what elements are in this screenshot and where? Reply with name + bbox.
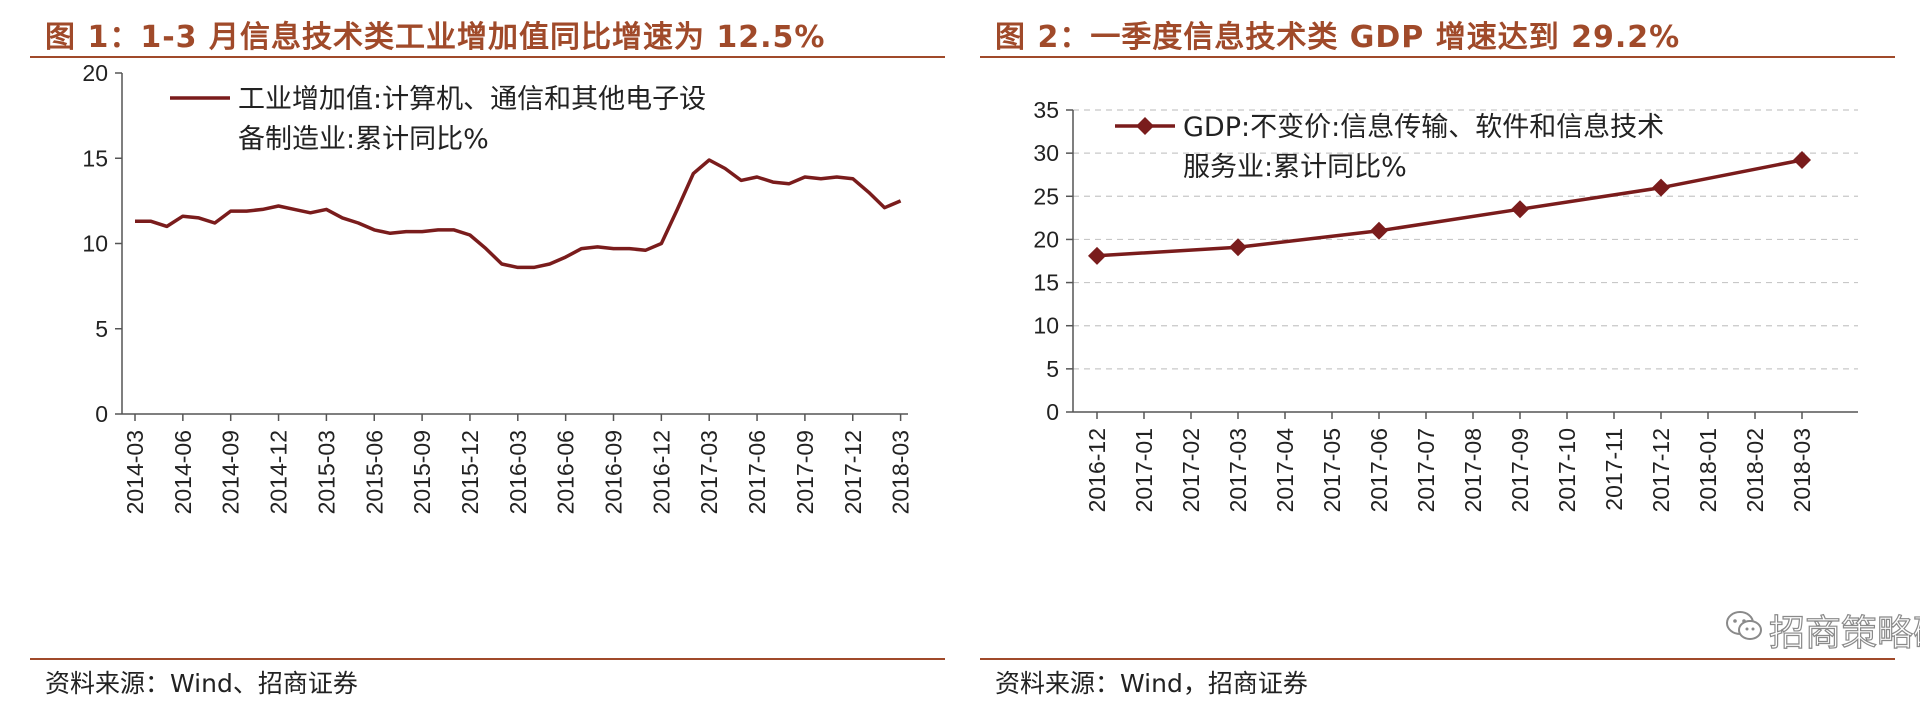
y-tick-label: 0: [95, 401, 108, 427]
x-tick-label: 2017-06: [1366, 428, 1392, 512]
x-tick-label: 2017-07: [1413, 428, 1439, 512]
chart-panel-2: 图 2：一季度信息技术类 GDP 增速达到 29.2% 0 5 10 15 20 25 30…: [980, 0, 1920, 721]
x-tick-label: 2014-06: [170, 430, 196, 514]
chart-2-source: 资料来源：Wind，招商证券: [995, 669, 1308, 698]
x-tick-label: 2017-10: [1554, 428, 1580, 512]
x-tick-label: 2018-02: [1742, 428, 1768, 512]
data-point: [1229, 238, 1247, 257]
legend-label: 备制造业:累计同比%: [238, 124, 489, 155]
x-tick-label: 2017-04: [1272, 428, 1298, 513]
legend-label: GDP:不变价:信息传输、软件和信息技术: [1183, 112, 1664, 143]
x-tick-label: 2017-06: [744, 430, 770, 514]
chart-2-title: 图 2：一季度信息技术类 GDP 增速达到 29.2%: [995, 20, 1681, 55]
legend-label: 工业增加值:计算机、通信和其他电子设: [238, 84, 706, 115]
x-tick-label: 2015-09: [409, 430, 435, 514]
x-tick-label: 2017-02: [1178, 428, 1204, 512]
x-tick-label: 2017-09: [1507, 428, 1533, 512]
y-tick-label: 10: [82, 231, 108, 257]
x-tick-label: 2017-12: [840, 430, 866, 514]
x-tick-label: 2016-12: [1084, 428, 1110, 512]
legend-label: 服务业:累计同比%: [1183, 152, 1407, 183]
source-rule: [30, 658, 945, 660]
x-tick-label: 2014-03: [122, 430, 148, 514]
x-tick-label: 2018-03: [888, 430, 914, 514]
title-rule: [980, 56, 1895, 58]
data-point: [1370, 221, 1388, 240]
y-tick-label: 30: [1033, 140, 1059, 166]
x-tick-label: 2018-01: [1695, 428, 1721, 512]
x-tick-label: 2017-12: [1648, 428, 1674, 512]
chart-1: 0 5 10 15 20 2014-03 2014-06 2014-09 2014-12 2015…: [82, 60, 914, 514]
y-tick-label: 25: [1033, 183, 1059, 209]
x-tick-label: 2017-11: [1601, 428, 1627, 511]
y-tick-label: 20: [82, 60, 108, 86]
y-tick-label: 5: [1046, 356, 1059, 382]
chart-panel-1: 图 1：1-3 月信息技术类工业增加值同比增速为 12.5% 0 5 10 15 20 2…: [30, 0, 945, 721]
chart-1-source: 资料来源：Wind、招商证券: [45, 669, 358, 698]
series-line: [1096, 158, 1803, 258]
y-tick-label: 20: [1033, 226, 1059, 252]
x-tick-label: 2017-05: [1319, 428, 1345, 512]
source-rule: [980, 658, 1895, 660]
x-tick-label: 2017-08: [1460, 428, 1486, 512]
y-tick-label: 5: [95, 316, 108, 342]
chart-2: 0 5 10 15 20 25 30 35 2016-12 2017-01 2017-02 2017-…: [1033, 97, 1858, 513]
x-tick-label: 2015-06: [361, 430, 387, 514]
x-tick-label: 2015-12: [457, 430, 483, 514]
x-tick-label: 2017-09: [792, 430, 818, 514]
x-tick-label: 2016-06: [553, 430, 579, 514]
x-tick-label: 2016-03: [505, 430, 531, 514]
wechat-icon: [1726, 611, 1762, 640]
chart-1-title: 图 1：1-3 月信息技术类工业增加值同比增速为 12.5%: [45, 20, 826, 55]
data-point: [1088, 246, 1106, 265]
title-rule: [30, 56, 945, 58]
y-tick-label: 10: [1033, 313, 1059, 339]
legend-marker: [1136, 117, 1154, 135]
x-tick-label: 2017-03: [1225, 428, 1251, 512]
x-tick-label: 2014-12: [266, 430, 292, 514]
x-tick-label: 2016-12: [648, 430, 674, 514]
y-tick-label: 15: [1033, 270, 1059, 296]
data-point: [1511, 200, 1529, 219]
data-point: [1793, 151, 1811, 170]
x-tick-label: 2018-03: [1789, 428, 1815, 512]
x-tick-label: 2015-03: [313, 430, 339, 514]
y-tick-label: 15: [82, 145, 108, 171]
y-tick-label: 0: [1046, 399, 1059, 425]
data-point: [1652, 178, 1670, 197]
watermark: 招商策略研究: [1768, 612, 1920, 654]
x-tick-label: 2014-09: [218, 430, 244, 514]
series-line: [135, 158, 902, 270]
y-tick-label: 35: [1033, 97, 1059, 123]
x-tick-label: 2017-03: [696, 430, 722, 514]
x-tick-label: 2016-09: [601, 430, 627, 514]
x-tick-label: 2017-01: [1131, 428, 1157, 512]
